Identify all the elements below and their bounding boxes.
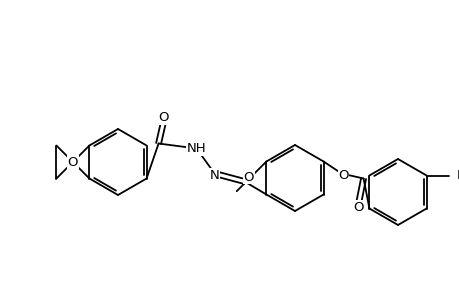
Text: Br: Br (456, 169, 459, 182)
Text: O: O (337, 169, 348, 182)
Text: O: O (67, 155, 78, 169)
Text: NH: NH (186, 142, 206, 155)
Text: O: O (353, 201, 363, 214)
Text: O: O (243, 171, 253, 184)
Text: O: O (67, 155, 78, 169)
Text: O: O (158, 111, 168, 124)
Text: N: N (209, 169, 219, 182)
